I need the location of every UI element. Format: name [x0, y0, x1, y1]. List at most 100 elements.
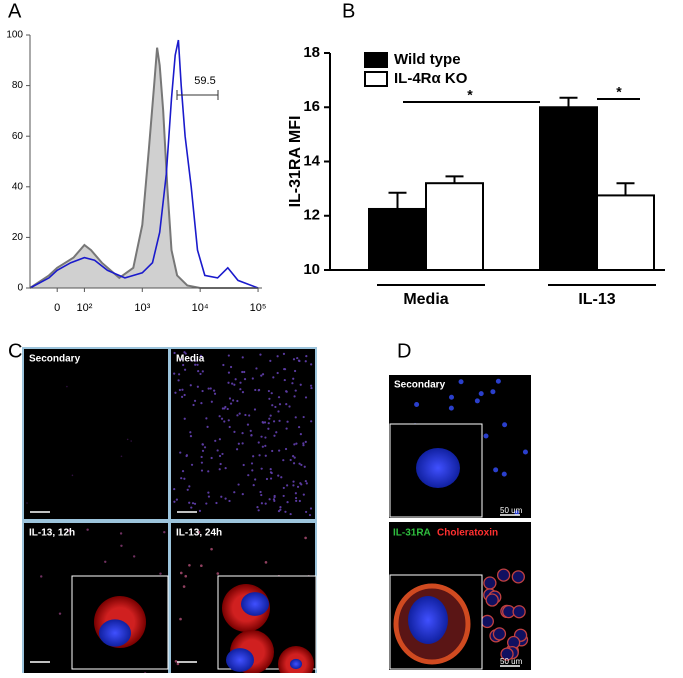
cell-dot	[120, 544, 123, 547]
cell-dot	[304, 440, 307, 443]
cell-dot	[248, 414, 251, 417]
image-label: IL-13, 12h	[29, 528, 75, 539]
cell-dot	[298, 462, 301, 465]
cell-dot	[302, 442, 305, 445]
cell-dot	[223, 420, 226, 423]
cell-dot	[216, 449, 219, 452]
cell-dot	[209, 387, 212, 390]
cell-dot	[247, 474, 250, 477]
cell-dot	[522, 449, 528, 455]
cell-dot	[284, 447, 288, 451]
cell-dot	[58, 612, 62, 615]
cell-dot	[271, 449, 274, 453]
cell-ring	[483, 576, 497, 590]
cell-dot	[296, 356, 299, 360]
cell-ring	[512, 605, 526, 619]
cell-dot	[269, 414, 272, 417]
cell-dot	[283, 378, 286, 382]
cell-dot	[173, 351, 176, 355]
y-tick-label: 20	[12, 232, 24, 243]
cell-dot	[264, 444, 267, 447]
cell-dot	[272, 376, 275, 379]
cell-dot	[181, 470, 185, 473]
cell-dot	[184, 574, 188, 578]
y-tick-label: 60	[12, 131, 24, 142]
cell-dot	[276, 355, 279, 358]
cell-dot	[213, 392, 217, 395]
cell-dot	[309, 384, 313, 387]
cell-dot	[231, 382, 234, 385]
cell-dot	[227, 354, 230, 357]
cell-dot	[298, 499, 301, 503]
cell-dot	[189, 384, 192, 387]
cell-dot	[284, 510, 287, 513]
bar	[425, 182, 484, 271]
cell-dot	[267, 422, 270, 425]
cell-dot	[259, 353, 262, 356]
cell-dot	[216, 572, 220, 575]
cell-dot	[232, 399, 235, 402]
cell-dot	[235, 448, 239, 451]
x-tick-label: 10³	[134, 302, 150, 314]
cell-dot	[188, 485, 191, 488]
cell-dot	[184, 352, 187, 355]
nucleus	[408, 596, 448, 644]
cell-dot	[275, 431, 278, 434]
cell-dot	[278, 419, 281, 422]
y-tick-label: 18	[303, 44, 320, 61]
legend-label: Wild type	[394, 51, 461, 68]
cell-dot	[228, 425, 231, 429]
cell-dot	[283, 368, 287, 371]
cell-dot	[269, 468, 272, 471]
cell-dot	[303, 465, 306, 468]
cell-dot	[126, 438, 129, 441]
gate	[176, 90, 219, 100]
panel-label: C	[8, 340, 22, 362]
cell-dot	[291, 455, 295, 458]
cell-dot	[219, 462, 222, 466]
cell-dot	[173, 372, 176, 375]
cell-ring	[480, 614, 494, 629]
cell-dot	[200, 461, 204, 464]
cell-dot	[210, 547, 213, 551]
image-label: Secondary	[394, 380, 446, 391]
y-axis-label: IL-31RA MFI	[287, 116, 304, 208]
cell-dot	[260, 502, 263, 505]
cell-dot	[490, 389, 496, 395]
cell-dot	[267, 389, 270, 393]
cell-dot	[180, 358, 183, 361]
cell-dot	[299, 383, 302, 386]
y-tick-label: 40	[12, 181, 24, 192]
cell-dot	[182, 585, 186, 588]
cell-dot	[261, 373, 265, 376]
cell-dot	[180, 395, 184, 398]
bar	[368, 207, 427, 271]
image-label: Secondary	[29, 354, 81, 365]
cell-dot	[207, 495, 211, 498]
cell-dot	[299, 433, 302, 436]
cell-dot	[279, 506, 282, 509]
cell-dot	[218, 454, 222, 458]
cell-dot	[293, 456, 296, 459]
cell-dot	[259, 490, 262, 494]
cell-dot	[269, 477, 273, 480]
cell-dot	[268, 417, 271, 420]
cell-dot	[304, 536, 307, 540]
cell-dot	[227, 371, 231, 374]
bar	[539, 106, 598, 271]
cell-dot	[233, 383, 236, 386]
cell-dot	[236, 414, 239, 417]
cell-dot	[207, 491, 210, 494]
cell-dot	[286, 420, 289, 423]
cell-dot	[310, 363, 313, 366]
cell-dot	[302, 444, 305, 447]
cell-dot	[260, 467, 263, 470]
scale-label: 50 um	[500, 657, 523, 666]
cell-dot	[291, 382, 294, 385]
cell-dot	[293, 369, 297, 373]
cell-dot	[193, 502, 197, 505]
cell-dot	[203, 446, 207, 449]
cell-dot	[189, 431, 192, 434]
cell-dot	[206, 425, 209, 428]
cell-dot	[180, 477, 183, 480]
